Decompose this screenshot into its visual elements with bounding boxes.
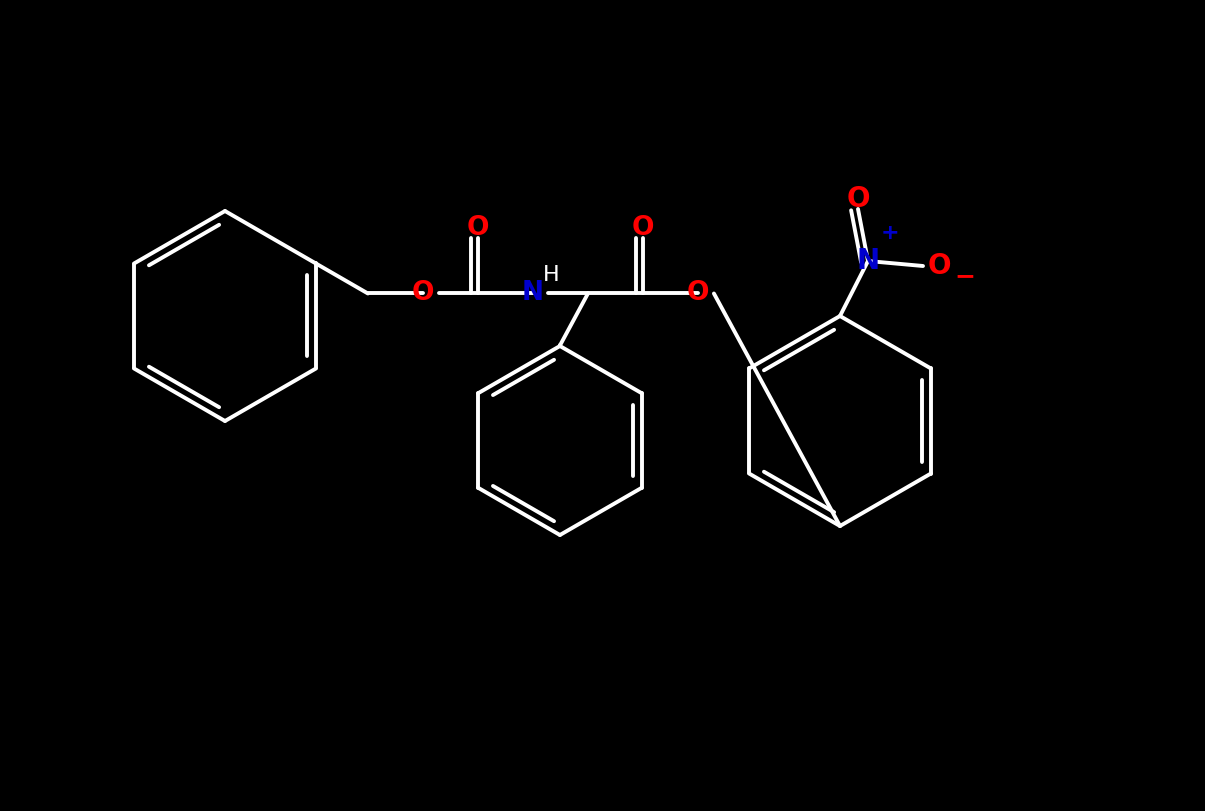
Text: −: − <box>954 264 976 288</box>
Text: O: O <box>846 185 870 213</box>
Text: N: N <box>522 281 543 307</box>
Text: O: O <box>687 281 710 307</box>
Text: O: O <box>466 216 489 242</box>
Text: N: N <box>857 247 880 275</box>
Text: O: O <box>631 216 654 242</box>
Text: O: O <box>412 281 434 307</box>
Text: +: + <box>881 223 899 243</box>
Text: H: H <box>542 265 559 285</box>
Text: O: O <box>928 252 952 280</box>
